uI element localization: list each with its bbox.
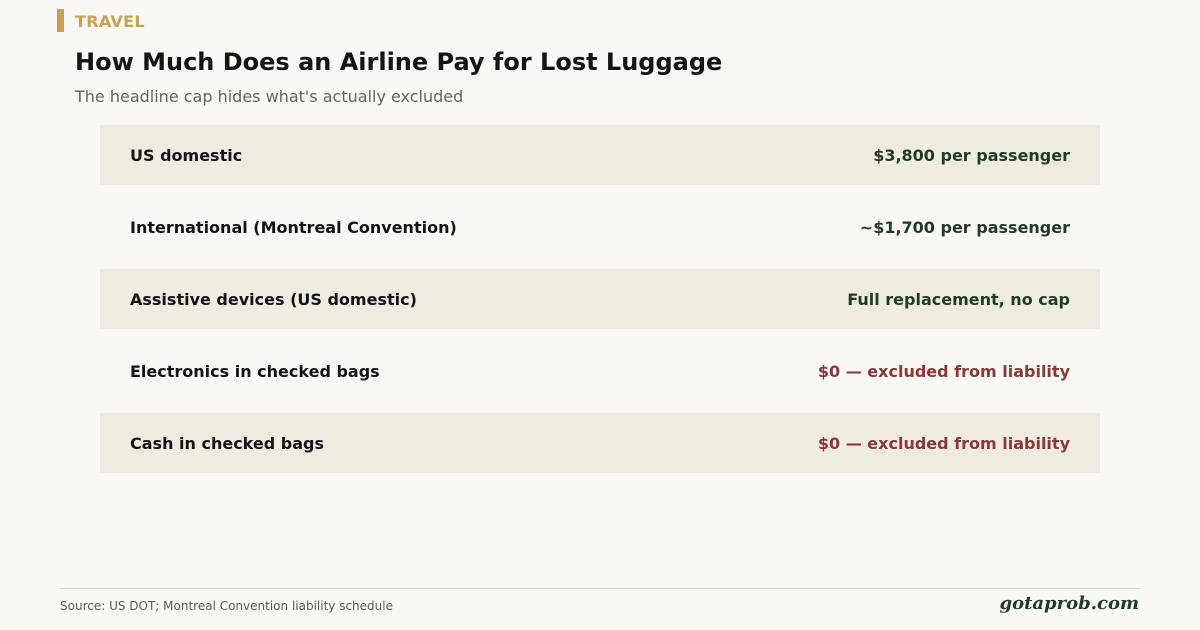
table-row: Assistive devices (US domestic) Full rep… [100,269,1100,329]
table-row: Cash in checked bags $0 — excluded from … [100,413,1100,473]
category-label: TRAVEL [75,12,145,31]
payout-table: US domestic $3,800 per passenger Interna… [100,125,1100,485]
page-title: How Much Does an Airline Pay for Lost Lu… [75,48,723,76]
row-value: $0 — excluded from liability [817,361,1070,381]
row-label: Electronics in checked bags [130,361,380,381]
row-label: US domestic [130,145,243,165]
row-value: ~$1,700 per passenger [859,217,1070,237]
category-accent-bar [57,9,64,32]
row-label: Cash in checked bags [130,433,324,453]
row-value: $0 — excluded from liability [817,433,1070,453]
footer-divider [60,588,1140,589]
source-note: Source: US DOT; Montreal Convention liab… [60,599,393,613]
page-subtitle: The headline cap hides what's actually e… [75,87,464,106]
row-value: Full replacement, no cap [847,289,1070,309]
row-value: $3,800 per passenger [873,145,1070,165]
table-row: US domestic $3,800 per passenger [100,125,1100,185]
brand-logo[interactable]: gotaprob.com [999,593,1139,614]
table-row: International (Montreal Convention) ~$1,… [100,197,1100,257]
row-label: Assistive devices (US domestic) [130,289,417,309]
table-row: Electronics in checked bags $0 — exclude… [100,341,1100,401]
row-label: International (Montreal Convention) [130,217,457,237]
